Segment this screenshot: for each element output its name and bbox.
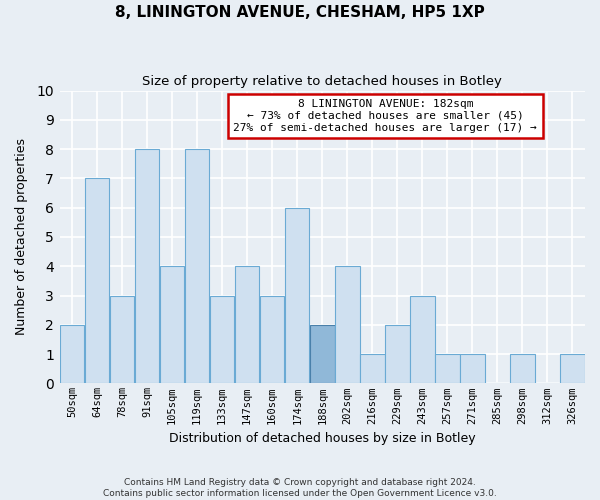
Bar <box>510 354 535 384</box>
Text: 8, LININGTON AVENUE, CHESHAM, HP5 1XP: 8, LININGTON AVENUE, CHESHAM, HP5 1XP <box>115 5 485 20</box>
Text: Contains HM Land Registry data © Crown copyright and database right 2024.
Contai: Contains HM Land Registry data © Crown c… <box>103 478 497 498</box>
Bar <box>435 354 460 384</box>
Text: 8 LININGTON AVENUE: 182sqm
← 73% of detached houses are smaller (45)
27% of semi: 8 LININGTON AVENUE: 182sqm ← 73% of deta… <box>233 100 537 132</box>
Bar <box>335 266 359 384</box>
Bar <box>285 208 310 384</box>
Bar <box>160 266 184 384</box>
Bar <box>385 325 410 384</box>
Bar <box>185 149 209 384</box>
Bar <box>85 178 109 384</box>
Bar <box>560 354 585 384</box>
Bar <box>310 325 335 384</box>
X-axis label: Distribution of detached houses by size in Botley: Distribution of detached houses by size … <box>169 432 476 445</box>
Bar <box>410 296 434 384</box>
Bar <box>360 354 385 384</box>
Bar <box>460 354 485 384</box>
Bar <box>60 325 84 384</box>
Bar <box>210 296 235 384</box>
Bar <box>235 266 259 384</box>
Bar <box>135 149 160 384</box>
Bar <box>110 296 134 384</box>
Bar <box>260 296 284 384</box>
Y-axis label: Number of detached properties: Number of detached properties <box>15 138 28 336</box>
Title: Size of property relative to detached houses in Botley: Size of property relative to detached ho… <box>142 75 502 88</box>
